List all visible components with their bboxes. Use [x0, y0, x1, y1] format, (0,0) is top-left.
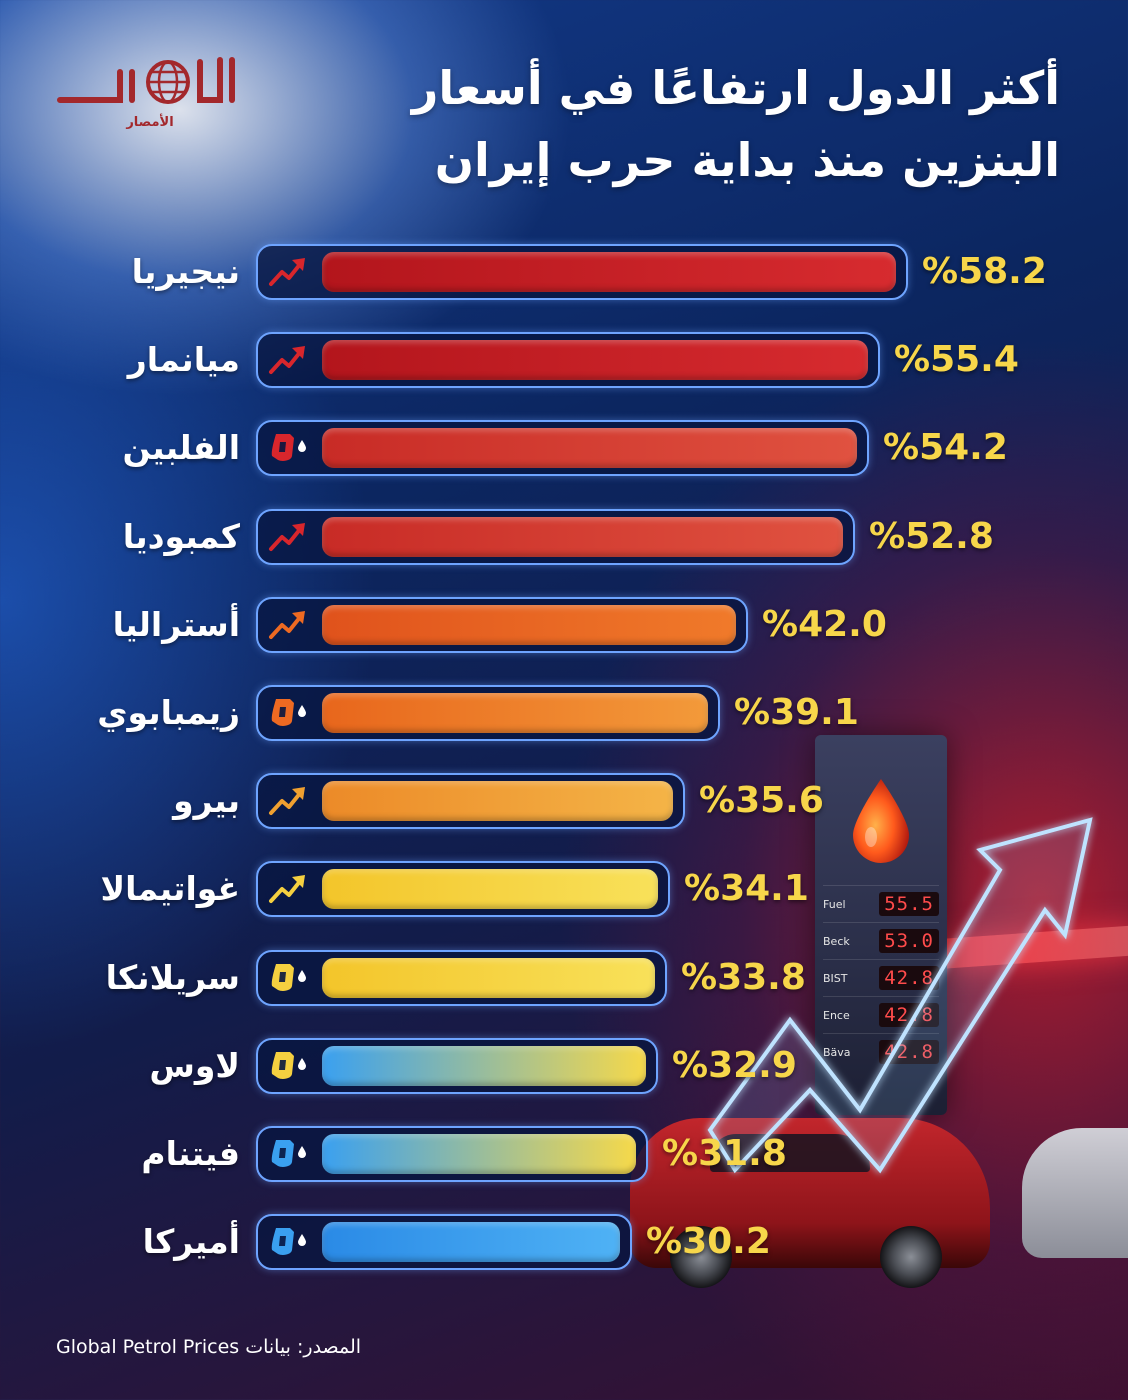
fuel-nozzle-icon	[271, 963, 306, 991]
bar	[322, 428, 857, 469]
trend-up-icon	[269, 258, 305, 286]
trend-up-icon	[269, 875, 305, 904]
fuel-nozzle-icon	[271, 1228, 306, 1256]
fuel-nozzle-icon	[271, 1140, 306, 1167]
trend-up-icon	[269, 522, 305, 551]
bar	[322, 1045, 646, 1086]
bar	[322, 869, 658, 910]
value-label: %42.0	[762, 603, 887, 645]
bar	[322, 516, 843, 557]
category-label: ميانمار	[127, 340, 240, 380]
trend-up-icon	[269, 787, 305, 816]
value-label: %30.2	[646, 1221, 771, 1263]
title-line-2: البنزين منذ بداية حرب إيران	[434, 133, 1060, 187]
fuel-nozzle-icon	[271, 699, 306, 726]
bar-icon	[266, 781, 310, 821]
value-label: %33.8	[681, 956, 806, 998]
bar	[322, 604, 736, 645]
bar	[322, 1134, 636, 1174]
bar-icon	[266, 428, 310, 468]
value-label: %58.2	[922, 251, 1047, 292]
bar-icon	[266, 1046, 310, 1086]
category-label: أميركا	[142, 1222, 240, 1262]
value-label: %52.8	[869, 515, 994, 557]
trend-up-icon	[269, 346, 305, 375]
category-label: الفلبين	[122, 428, 240, 468]
bar-icon	[266, 958, 310, 998]
value-label: %31.8	[662, 1133, 787, 1174]
bar	[322, 693, 708, 733]
source-note: المصدر: بيانات Global Petrol Prices	[56, 1336, 362, 1358]
bar-icon	[266, 605, 310, 645]
title-line-1: أكثر الدول ارتفاعًا في أسعار	[411, 61, 1060, 115]
category-label: نيجيريا	[131, 252, 240, 291]
bar	[322, 340, 868, 381]
category-label: زيمبابوي	[97, 693, 240, 732]
bar	[322, 957, 655, 998]
value-label: %35.6	[699, 780, 824, 822]
fuel-nozzle-icon	[271, 434, 306, 462]
bar	[322, 252, 896, 292]
globe-logo-icon: الأمصار	[57, 57, 235, 130]
page-title: أكثر الدول ارتفاعًا في أسعار البنزين منذ…	[340, 52, 1060, 196]
category-label: غواتيمالا	[100, 869, 241, 909]
value-label: %32.9	[672, 1044, 797, 1086]
bar-icon	[266, 869, 310, 909]
category-label: بيرو	[173, 781, 240, 821]
bar-icon	[266, 340, 310, 380]
value-label: %34.1	[684, 868, 809, 910]
category-label: سريلانكا	[105, 957, 240, 997]
bar	[322, 1222, 620, 1263]
bar-icon	[266, 693, 310, 733]
category-label: كمبوديا	[122, 516, 240, 556]
bar-icon	[266, 1134, 310, 1174]
value-label: %54.2	[883, 427, 1008, 469]
fuel-nozzle-icon	[271, 1051, 306, 1079]
logo-text: الأمصار	[125, 113, 173, 130]
bar-icon	[266, 1222, 310, 1262]
trend-up-icon	[269, 610, 305, 639]
bar-icon	[266, 517, 310, 557]
category-label: أستراليا	[112, 604, 240, 644]
brand-logo: الأمصار	[50, 52, 250, 132]
value-label: %39.1	[734, 692, 859, 733]
category-label: لاوس	[149, 1045, 240, 1085]
bar-icon	[266, 252, 310, 292]
value-label: %55.4	[894, 339, 1019, 381]
category-label: فيتنام	[141, 1134, 240, 1173]
bar	[322, 781, 673, 822]
